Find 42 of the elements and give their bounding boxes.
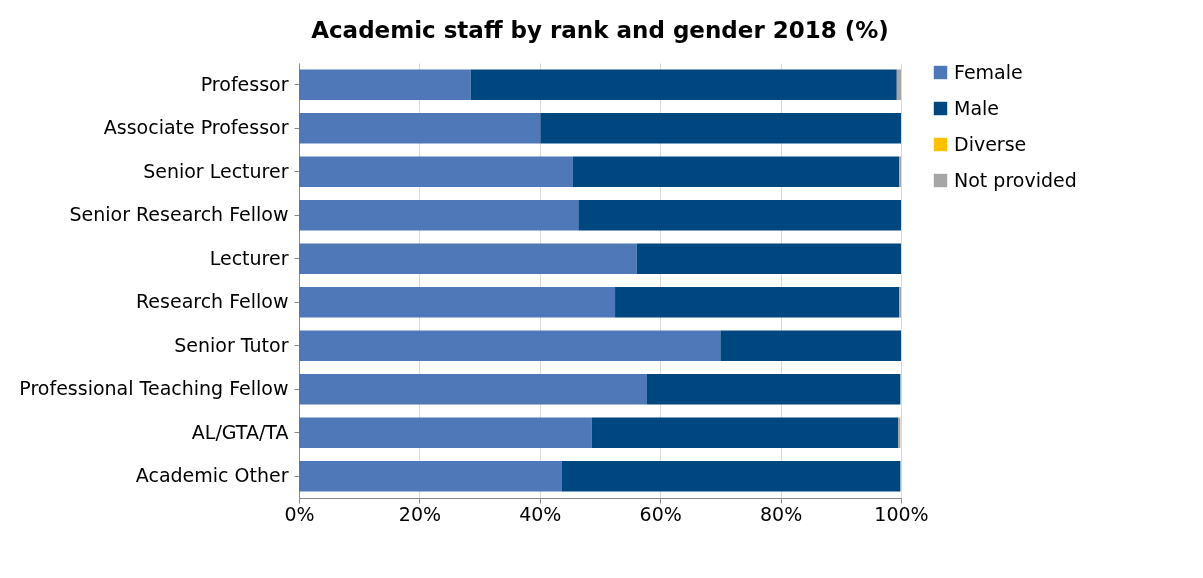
x-tick-label: 20% — [398, 502, 442, 525]
bar — [572, 156, 900, 187]
x-tick-label: 0% — [284, 502, 315, 525]
legend-label: Female — [954, 60, 1023, 83]
chart-title: Academic staff by rank and gender 2018 (%) — [311, 17, 889, 43]
bar — [299, 243, 637, 274]
y-tick-label: Research Fellow — [136, 290, 289, 313]
bar — [470, 69, 897, 100]
bar — [578, 200, 901, 231]
y-tick-label: Associate Professor — [103, 116, 289, 139]
bar — [299, 374, 647, 405]
x-tick-label: 40% — [519, 502, 562, 525]
y-tick-label: Academic Other — [135, 464, 289, 487]
bar — [299, 287, 616, 318]
bar — [299, 417, 592, 448]
x-tick-label: 60% — [639, 502, 682, 525]
bar — [299, 113, 541, 144]
bar — [615, 287, 900, 318]
x-tick-label: 100% — [874, 502, 929, 525]
y-tick-label: Lecturer — [209, 246, 289, 269]
y-tick-label: Senior Tutor — [174, 333, 289, 356]
y-tick-label: AL/GTA/TA — [191, 420, 289, 443]
y-tick-label: Professional Teaching Fellow — [19, 377, 289, 400]
bar — [299, 330, 721, 361]
bar — [636, 243, 901, 274]
legend-label: Diverse — [954, 132, 1027, 155]
bar — [561, 461, 901, 492]
bar — [720, 330, 901, 361]
bar — [896, 69, 901, 100]
bar — [299, 461, 562, 492]
y-tick-label: Professor — [200, 72, 289, 95]
legend-label: Not provided — [954, 168, 1077, 191]
bar — [540, 113, 901, 144]
bar — [591, 417, 898, 448]
bar — [299, 69, 471, 100]
bar — [646, 374, 901, 405]
legend-label: Male — [954, 96, 1000, 119]
bar — [299, 156, 573, 187]
y-tick-label: Senior Lecturer — [143, 159, 289, 182]
bar — [299, 200, 579, 231]
y-tick-label: Senior Research Fellow — [69, 203, 289, 226]
x-tick-label: 80% — [759, 502, 803, 525]
